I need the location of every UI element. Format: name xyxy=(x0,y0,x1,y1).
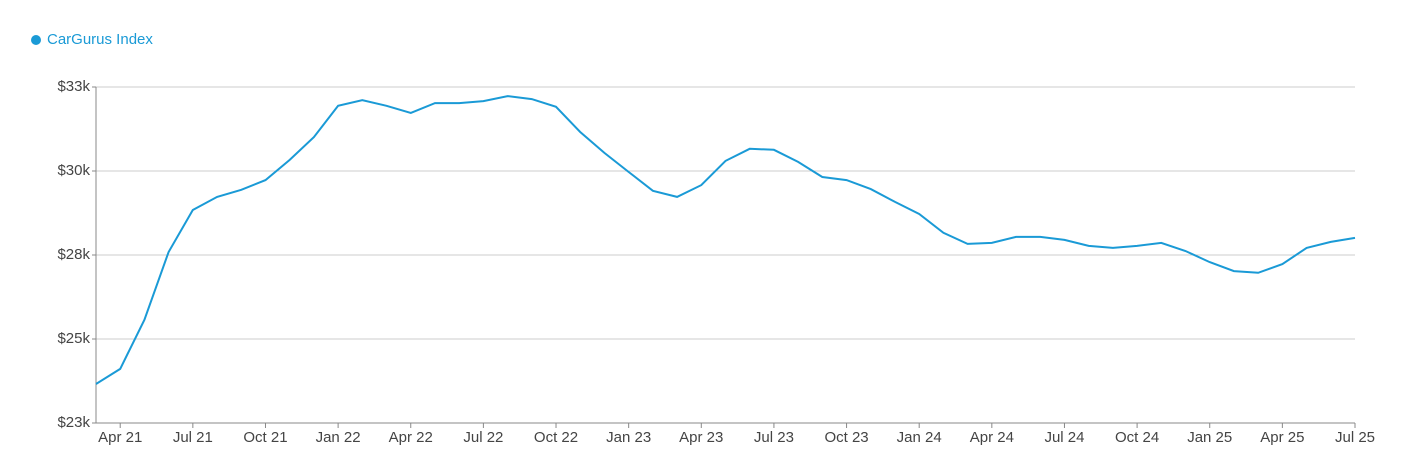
x-tick-label: Jul 23 xyxy=(754,429,794,446)
y-tick-label: $25k xyxy=(57,330,90,347)
x-tick-label: Jul 25 xyxy=(1335,429,1375,446)
x-tick-label: Oct 23 xyxy=(824,429,868,446)
x-tick-label: Jan 24 xyxy=(897,429,942,446)
x-tick-label: Jan 22 xyxy=(316,429,361,446)
x-tick-label: Jul 24 xyxy=(1044,429,1084,446)
legend-marker xyxy=(31,35,41,45)
x-tick-label: Jul 21 xyxy=(173,429,213,446)
y-tick-label: $33k xyxy=(57,78,90,95)
x-tick-label: Apr 23 xyxy=(679,429,723,446)
x-tick-label: Jan 23 xyxy=(606,429,651,446)
y-tick-label: $28k xyxy=(57,246,90,263)
x-tick-label: Apr 25 xyxy=(1260,429,1304,446)
x-tick-label: Apr 21 xyxy=(98,429,142,446)
y-tick-label: $30k xyxy=(57,162,90,179)
x-tick-label: Apr 24 xyxy=(970,429,1014,446)
x-tick-label: Jul 22 xyxy=(463,429,503,446)
x-tick-label: Oct 21 xyxy=(243,429,287,446)
y-tick-label: $23k xyxy=(57,414,90,431)
series-line xyxy=(95,95,1356,385)
x-tick-label: Jan 25 xyxy=(1187,429,1232,446)
x-tick-label: Apr 22 xyxy=(389,429,433,446)
legend-label[interactable]: CarGurus Index xyxy=(47,31,153,48)
x-tick-label: Oct 24 xyxy=(1115,429,1159,446)
x-tick-label: Oct 22 xyxy=(534,429,578,446)
